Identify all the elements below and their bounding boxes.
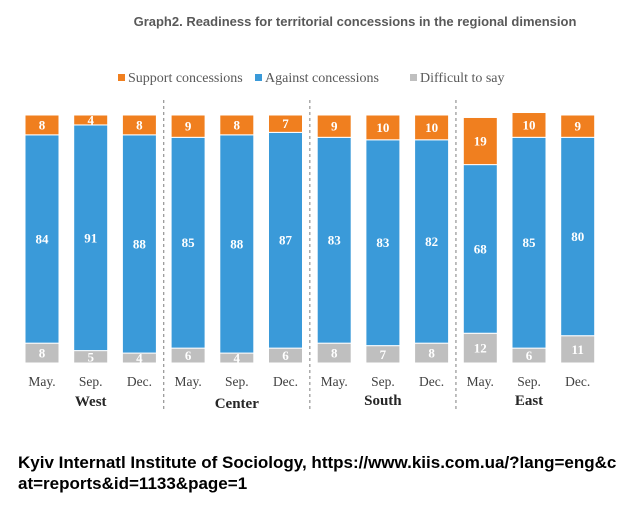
data-label-1-4: 88 bbox=[230, 236, 244, 251]
data-label-0-9: 12 bbox=[474, 341, 487, 356]
bar-segment-2-4 bbox=[219, 114, 255, 136]
data-label-0-5: 6 bbox=[282, 348, 289, 363]
month-label-5: Dec. bbox=[273, 374, 298, 389]
month-label-0: May. bbox=[28, 374, 55, 389]
data-label-2-11: 9 bbox=[574, 119, 581, 134]
data-label-0-4: 4 bbox=[234, 351, 241, 366]
region-label-2: South bbox=[364, 393, 402, 409]
month-label-8: Dec. bbox=[419, 374, 444, 389]
bars: 8848591448886859488868778839783108821012… bbox=[24, 112, 596, 366]
bar-segment-2-9 bbox=[462, 116, 498, 166]
bar-segment-1-0 bbox=[24, 134, 60, 344]
data-label-1-0: 84 bbox=[36, 232, 50, 247]
legend-swatch-0 bbox=[118, 74, 125, 81]
bar-segment-2-10 bbox=[511, 112, 547, 138]
month-label-3: May. bbox=[174, 374, 201, 389]
data-label-2-8: 10 bbox=[425, 120, 438, 135]
month-label-2: Dec. bbox=[127, 374, 152, 389]
bar-segment-1-3 bbox=[170, 136, 206, 349]
data-label-0-2: 4 bbox=[136, 351, 143, 366]
bar-segment-2-6 bbox=[316, 114, 352, 138]
legend-label-0: Support concessions bbox=[128, 71, 243, 86]
data-label-0-8: 8 bbox=[428, 346, 435, 361]
data-label-1-1: 91 bbox=[84, 230, 97, 245]
data-label-1-3: 85 bbox=[182, 235, 196, 250]
data-label-2-5: 7 bbox=[282, 116, 289, 131]
legend: Support concessions Against concessions Di… bbox=[118, 71, 505, 86]
data-label-2-6: 9 bbox=[331, 119, 338, 134]
bar-segment-2-7 bbox=[365, 114, 401, 141]
source-citation: Kyiv Internatl Institute of Sociology, h… bbox=[18, 453, 617, 493]
data-label-2-2: 8 bbox=[136, 117, 143, 132]
data-label-0-6: 8 bbox=[331, 346, 338, 361]
data-label-0-3: 6 bbox=[185, 348, 192, 363]
legend-swatch-2 bbox=[410, 74, 417, 81]
data-label-1-10: 85 bbox=[523, 235, 537, 250]
data-label-2-7: 10 bbox=[376, 120, 389, 135]
data-label-1-9: 68 bbox=[474, 241, 488, 256]
data-label-2-3: 9 bbox=[185, 119, 192, 134]
bar-segment-2-3 bbox=[170, 114, 206, 138]
group-separators bbox=[163, 100, 457, 412]
legend-swatch-1 bbox=[255, 74, 262, 81]
bar-segment-1-9 bbox=[462, 164, 498, 334]
data-label-1-6: 83 bbox=[328, 233, 342, 248]
legend-label-2: Difficult to say bbox=[420, 71, 505, 86]
month-label-4: Sep. bbox=[225, 374, 249, 389]
bar-segment-1-8 bbox=[414, 139, 450, 344]
data-label-2-0: 8 bbox=[39, 117, 46, 132]
bar-segment-2-5 bbox=[268, 114, 303, 133]
bar-segment-2-8 bbox=[414, 114, 450, 141]
bar-segment-1-4 bbox=[219, 134, 255, 354]
data-label-2-9: 19 bbox=[474, 134, 488, 149]
data-label-1-5: 87 bbox=[279, 233, 293, 248]
data-label-1-11: 80 bbox=[571, 229, 584, 244]
region-label-0: West bbox=[75, 394, 107, 410]
bar-segment-1-11 bbox=[560, 136, 596, 337]
data-label-0-10: 6 bbox=[526, 348, 533, 363]
legend-label-1: Against concessions bbox=[265, 71, 379, 86]
month-label-9: May. bbox=[467, 374, 494, 389]
month-label-1: Sep. bbox=[79, 374, 103, 389]
data-label-2-1: 4 bbox=[87, 112, 94, 127]
data-label-1-7: 83 bbox=[376, 235, 390, 250]
data-label-2-10: 10 bbox=[523, 117, 536, 132]
month-label-10: Sep. bbox=[517, 374, 541, 389]
data-label-0-7: 7 bbox=[380, 347, 387, 362]
region-label-3: East bbox=[515, 393, 543, 409]
data-label-1-8: 82 bbox=[425, 234, 438, 249]
data-label-0-1: 5 bbox=[87, 349, 94, 364]
bar-segment-2-2 bbox=[121, 114, 157, 136]
bar-segment-2-11 bbox=[560, 114, 596, 138]
month-label-6: May. bbox=[321, 374, 348, 389]
data-label-1-2: 88 bbox=[133, 236, 147, 251]
bar-segment-2-0 bbox=[24, 114, 60, 136]
stacked-bar-chart: Graph2. Readiness for territorial conces… bbox=[24, 14, 596, 412]
data-label-2-4: 8 bbox=[234, 117, 241, 132]
bar-segment-1-5 bbox=[268, 131, 303, 349]
month-label-11: Dec. bbox=[565, 374, 590, 389]
bar-segment-1-7 bbox=[365, 139, 401, 347]
data-label-0-0: 8 bbox=[39, 346, 46, 361]
bar-segment-1-2 bbox=[121, 134, 157, 354]
month-label-7: Sep. bbox=[371, 374, 395, 389]
region-label-1: Center bbox=[215, 396, 259, 412]
chart-title: Graph2. Readiness for territorial conces… bbox=[134, 14, 577, 29]
bar-segment-1-6 bbox=[316, 136, 352, 344]
axis-labels: May. Sep. Dec. May. Sep. Dec. May. Sep. Dec. May.… bbox=[28, 374, 590, 412]
bar-segment-2-1 bbox=[73, 114, 109, 126]
data-label-0-11: 11 bbox=[572, 342, 584, 357]
